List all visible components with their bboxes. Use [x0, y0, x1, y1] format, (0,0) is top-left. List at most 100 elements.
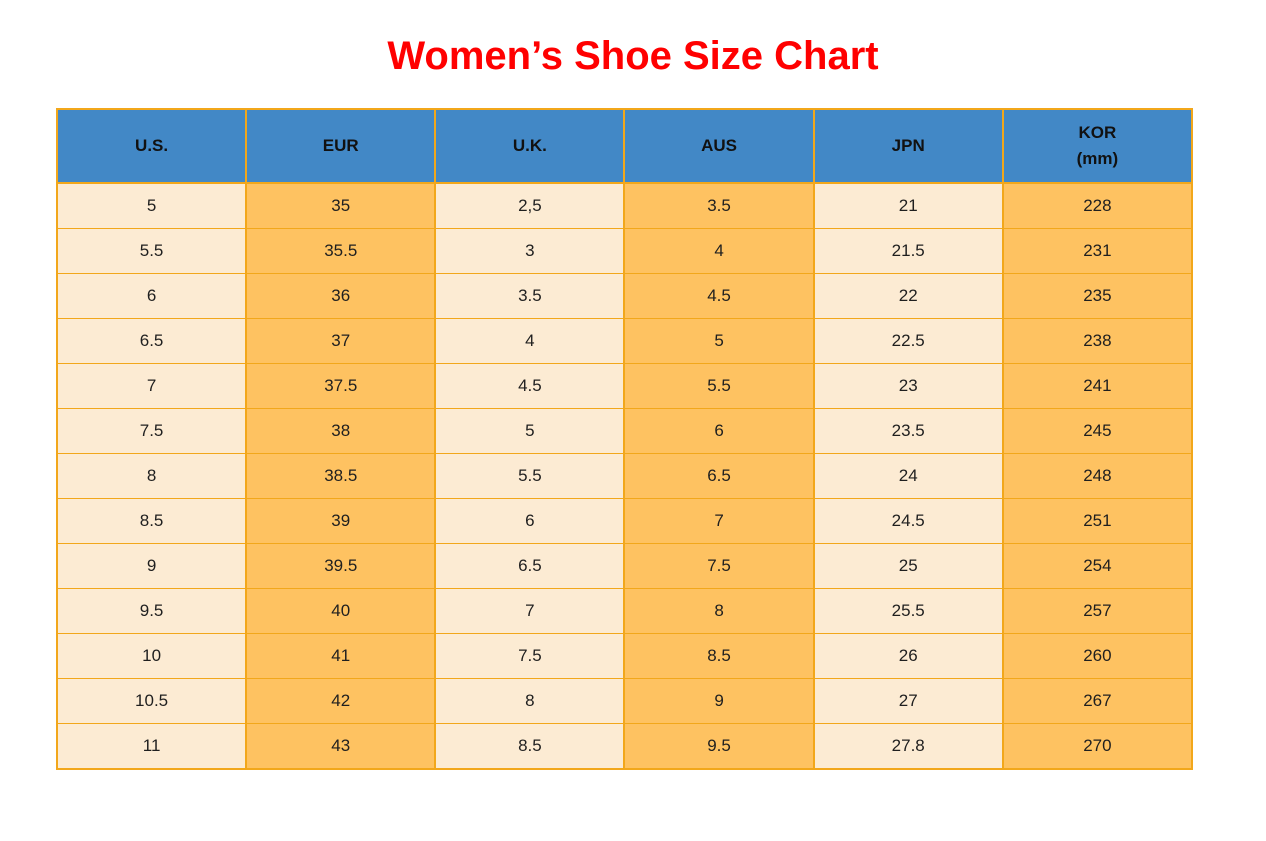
table-row: 5.5 35.5 3 4 21.5 231 [55, 228, 1194, 274]
table-cell: 5 [434, 408, 626, 454]
header-label: EUR [322, 135, 359, 155]
shoe-size-table: U.S. EUR U.K. AUS JPN KOR (mm) 5 35 2,5 3.5 21 228 5… [55, 108, 1194, 770]
column-header-eur: EUR [245, 109, 437, 184]
table-row: 9 39.5 6.5 7.5 25 254 [55, 543, 1194, 589]
table-cell: 267 [1001, 678, 1194, 724]
table-row: 5 35 2,5 3.5 21 228 [55, 182, 1194, 229]
table-row: 7 37.5 4.5 5.5 23 241 [55, 363, 1194, 409]
table-cell: 9 [623, 678, 815, 724]
table-cell: 254 [1001, 543, 1194, 589]
table-cell: 37 [245, 318, 437, 364]
table-cell: 6.5 [623, 453, 815, 499]
table-cell: 10 [55, 633, 248, 679]
table-cell: 21.5 [812, 228, 1004, 274]
table-cell: 7.5 [55, 408, 248, 454]
table-cell: 7 [623, 498, 815, 544]
table-row: 11 43 8.5 9.5 27.8 270 [55, 723, 1194, 770]
table-cell: 7 [55, 363, 248, 409]
table-cell: 27 [812, 678, 1004, 724]
table-row: 9.5 40 7 8 25.5 257 [55, 588, 1194, 634]
table-cell: 8.5 [55, 498, 248, 544]
table-cell: 4.5 [623, 273, 815, 319]
table-cell: 38 [245, 408, 437, 454]
page-title: Women’s Shoe Size Chart [387, 34, 879, 78]
table-header-row: U.S. EUR U.K. AUS JPN KOR (mm) [55, 109, 1194, 184]
table-row: 7.5 38 5 6 23.5 245 [55, 408, 1194, 454]
table-cell: 238 [1001, 318, 1194, 364]
table-cell: 248 [1001, 453, 1194, 499]
table-cell: 5.5 [623, 363, 815, 409]
table-cell: 5.5 [55, 228, 248, 274]
table-cell: 38.5 [245, 453, 437, 499]
table-cell: 8.5 [434, 723, 626, 770]
table-cell: 27.8 [812, 723, 1004, 770]
table-cell: 241 [1001, 363, 1194, 409]
table-cell: 6 [623, 408, 815, 454]
table-cell: 6.5 [434, 543, 626, 589]
table-row: 6 36 3.5 4.5 22 235 [55, 273, 1194, 319]
table-cell: 11 [55, 723, 248, 770]
header-label: JPN [891, 135, 925, 155]
column-header-kor: KOR (mm) [1001, 109, 1194, 184]
table-cell: 24 [812, 453, 1004, 499]
table-cell: 25 [812, 543, 1004, 589]
header-label: KOR [1078, 122, 1117, 142]
table-cell: 8 [55, 453, 248, 499]
table-cell: 9.5 [55, 588, 248, 634]
table-cell: 37.5 [245, 363, 437, 409]
table-cell: 10.5 [55, 678, 248, 724]
table-cell: 7.5 [434, 633, 626, 679]
table-cell: 4.5 [434, 363, 626, 409]
table-cell: 3.5 [434, 273, 626, 319]
table-cell: 6 [55, 273, 248, 319]
table-cell: 9 [55, 543, 248, 589]
table-cell: 9.5 [623, 723, 815, 770]
table-cell: 251 [1001, 498, 1194, 544]
table-cell: 39 [245, 498, 437, 544]
table-cell: 2,5 [434, 182, 626, 229]
table-cell: 21 [812, 182, 1004, 229]
table-cell: 22.5 [812, 318, 1004, 364]
column-header-aus: AUS [623, 109, 815, 184]
table-cell: 8.5 [623, 633, 815, 679]
table-row: 10.5 42 8 9 27 267 [55, 678, 1194, 724]
header-label: AUS [701, 135, 737, 155]
table-header: U.S. EUR U.K. AUS JPN KOR (mm) [55, 109, 1194, 184]
table-cell: 5 [55, 182, 248, 229]
table-cell: 235 [1001, 273, 1194, 319]
header-label: (mm) [1076, 149, 1119, 168]
table-cell: 257 [1001, 588, 1194, 634]
column-header-uk: U.K. [434, 109, 626, 184]
table-cell: 8 [434, 678, 626, 724]
table-cell: 23 [812, 363, 1004, 409]
table-cell: 3.5 [623, 182, 815, 229]
table-cell: 228 [1001, 182, 1194, 229]
table-cell: 39.5 [245, 543, 437, 589]
table-cell: 270 [1001, 723, 1194, 770]
table-row: 8.5 39 6 7 24.5 251 [55, 498, 1194, 544]
table-cell: 4 [434, 318, 626, 364]
table-cell: 5 [623, 318, 815, 364]
table-cell: 23.5 [812, 408, 1004, 454]
table-row: 8 38.5 5.5 6.5 24 248 [55, 453, 1194, 499]
table-cell: 6.5 [55, 318, 248, 364]
table-cell: 35 [245, 182, 437, 229]
table-body: 5 35 2,5 3.5 21 228 5.5 35.5 3 4 21.5 231 6 36 3.5 4.5 2… [55, 182, 1194, 770]
table-cell: 36 [245, 273, 437, 319]
table-cell: 7 [434, 588, 626, 634]
table-cell: 24.5 [812, 498, 1004, 544]
column-header-us: U.S. [55, 109, 248, 184]
table-cell: 43 [245, 723, 437, 770]
header-label: U.K. [512, 135, 547, 155]
column-header-jpn: JPN [812, 109, 1004, 184]
table-cell: 26 [812, 633, 1004, 679]
table-cell: 3 [434, 228, 626, 274]
table-cell: 41 [245, 633, 437, 679]
table-cell: 7.5 [623, 543, 815, 589]
table-cell: 35.5 [245, 228, 437, 274]
table-cell: 6 [434, 498, 626, 544]
table-row: 6.5 37 4 5 22.5 238 [55, 318, 1194, 364]
table-cell: 231 [1001, 228, 1194, 274]
table-cell: 8 [623, 588, 815, 634]
